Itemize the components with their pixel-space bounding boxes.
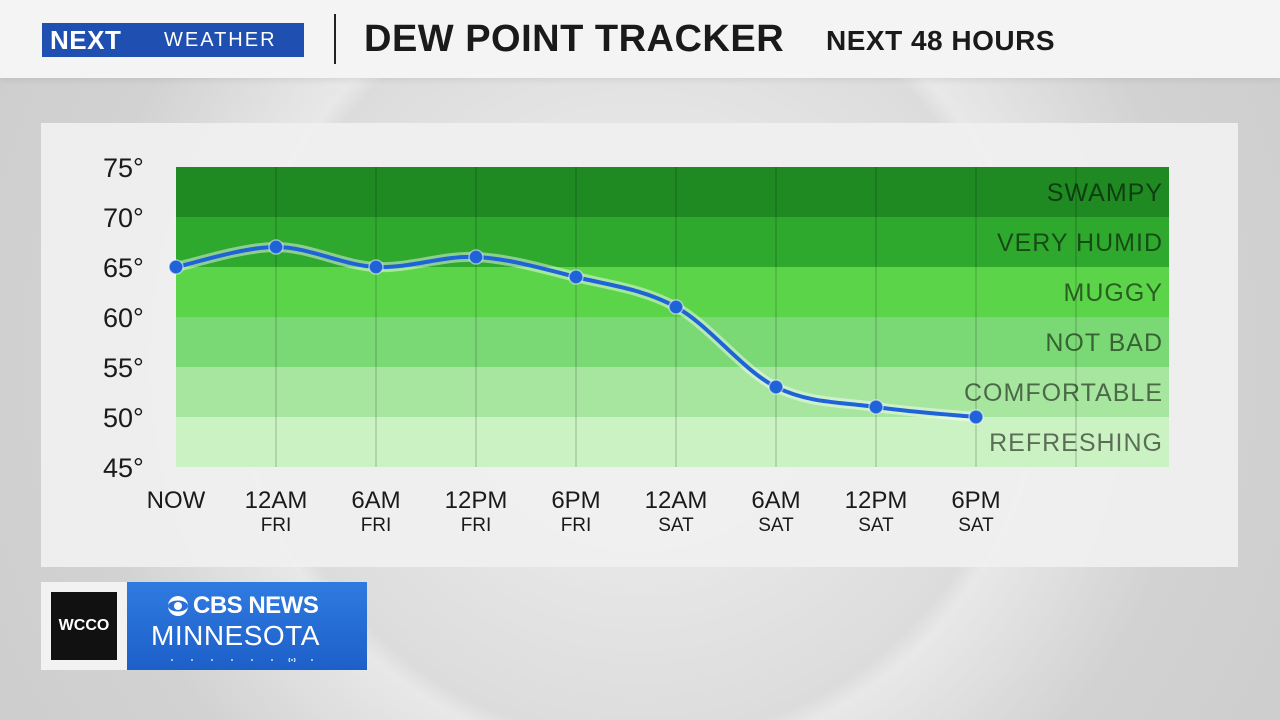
band-label-4: COMFORTABLE [964, 379, 1163, 407]
header-divider [334, 14, 336, 64]
region-text: MINNESOTA [151, 620, 320, 651]
data-point-5 [668, 299, 684, 315]
band-label-2: MUGGY [1064, 279, 1163, 307]
band-label-0: SWAMPY [1047, 179, 1163, 207]
x-tick-label-2: 6AM [351, 487, 400, 514]
band-label-3: NOT BAD [1045, 329, 1163, 357]
logo-weather-text: WEATHER [164, 28, 277, 51]
next-weather-logo: NEXT WEATHER [42, 23, 304, 57]
page-title: DEW POINT TRACKER [364, 18, 785, 60]
data-point-0 [168, 259, 184, 275]
x-tick-day-2: FRI [361, 515, 392, 536]
x-tick-day-6: SAT [758, 515, 794, 536]
x-tick-day-8: SAT [958, 515, 994, 536]
logo-next-text: NEXT [50, 24, 122, 55]
x-tick-day-5: SAT [658, 515, 694, 536]
x-tick-label-7: 12PM [845, 487, 908, 514]
data-point-2 [368, 259, 384, 275]
wcco-logo-text: WCCO [51, 592, 117, 660]
x-tick-label-5: 12AM [645, 487, 708, 514]
x-tick-label-8: 6PM [951, 487, 1000, 514]
data-point-3 [468, 249, 484, 265]
x-tick-day-7: SAT [858, 515, 894, 536]
x-tick-label-6: 6AM [751, 487, 800, 514]
x-tick-label-0: NOW [147, 487, 206, 514]
header-bar: NEXT WEATHER DEW POINT TRACKER NEXT 48 H… [0, 0, 1280, 78]
band-4 [176, 367, 1169, 417]
band-5 [176, 417, 1169, 467]
cbs-eye-icon [168, 596, 188, 616]
y-tick-label-5: 70° [103, 203, 144, 233]
x-tick-label-3: 12PM [445, 487, 508, 514]
data-point-6 [768, 379, 784, 395]
dew-point-chart: SWAMPY VERY HUMID MUGGY NOT BAD COMFORTABLE R… [103, 153, 1169, 536]
data-point-4 [568, 269, 584, 285]
x-tick-day-3: FRI [461, 515, 492, 536]
station-branding: WCCO CBS NEWS MINNESOTA [41, 582, 367, 670]
wcco-logo: WCCO [41, 582, 127, 670]
page-subtitle: NEXT 48 HOURS [826, 25, 1055, 56]
band-3 [176, 317, 1169, 367]
band-label-1: VERY HUMID [997, 229, 1163, 257]
y-tick-label-1: 50° [103, 403, 144, 433]
data-point-7 [868, 399, 884, 415]
y-tick-label-0: 45° [103, 453, 144, 483]
x-tick-label-1: 12AM [245, 487, 308, 514]
x-tick-day-4: FRI [561, 515, 592, 536]
decorative-dots [171, 658, 313, 662]
y-tick-label-3: 60° [103, 303, 144, 333]
cbs-news-logo: CBS NEWS MINNESOTA [127, 582, 367, 670]
y-tick-label-2: 55° [103, 353, 144, 383]
y-tick-label-6: 75° [103, 153, 144, 183]
cbs-news-text: CBS NEWS [193, 592, 319, 619]
band-label-5: REFRESHING [989, 429, 1163, 457]
data-point-1 [268, 239, 284, 255]
y-tick-label-4: 65° [103, 253, 144, 283]
x-tick-label-4: 6PM [551, 487, 600, 514]
x-tick-day-1: FRI [261, 515, 292, 536]
data-point-8 [968, 409, 984, 425]
band-0 [176, 167, 1169, 217]
chart-panel: SWAMPY VERY HUMID MUGGY NOT BAD COMFORTABLE R… [41, 123, 1238, 567]
